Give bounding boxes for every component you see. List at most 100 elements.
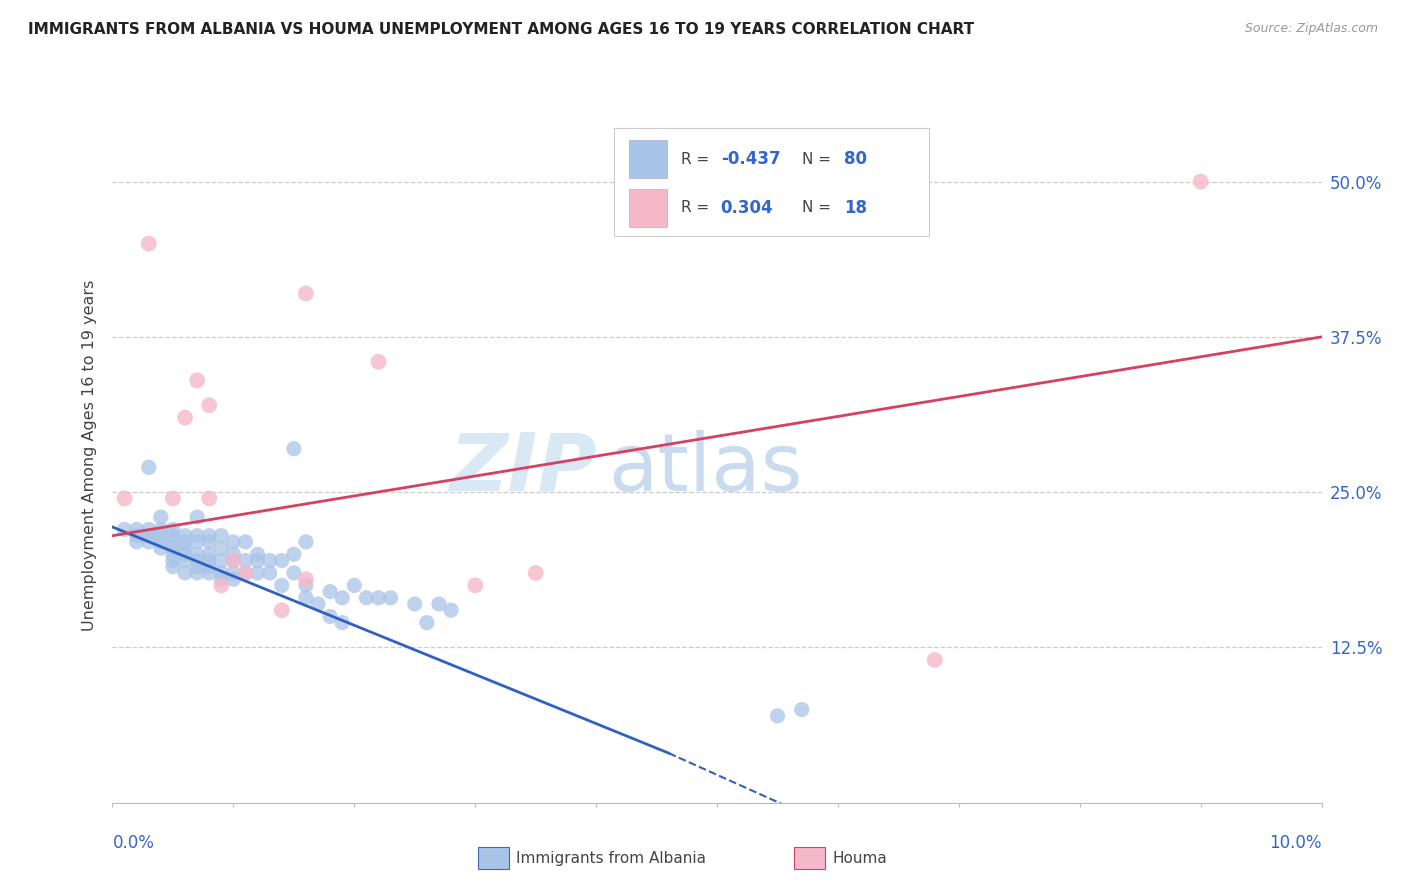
Point [270, 578, 292, 592]
Point [198, 566, 221, 580]
Point [198, 529, 221, 543]
Point [416, 615, 439, 630]
Point [162, 553, 184, 567]
Point [186, 510, 208, 524]
Point [138, 236, 160, 251]
Point [259, 553, 281, 567]
Point [125, 529, 148, 543]
Point [295, 578, 318, 592]
Point [174, 566, 197, 580]
Point [356, 591, 378, 605]
Point [235, 566, 257, 580]
Text: ZIP: ZIP [449, 430, 596, 508]
Point [149, 510, 172, 524]
Point [209, 566, 232, 580]
Point [186, 373, 208, 387]
Point [174, 410, 197, 425]
Point [209, 578, 232, 592]
Point [295, 591, 318, 605]
Point [440, 603, 463, 617]
Point [114, 523, 136, 537]
Bar [628, 140, 668, 178]
Y-axis label: Unemployment Among Ages 16 to 19 years: Unemployment Among Ages 16 to 19 years [82, 279, 97, 631]
Point [343, 578, 366, 592]
Point [222, 535, 245, 549]
Point [235, 553, 257, 567]
Text: 0.0%: 0.0% [112, 834, 155, 852]
Point [162, 535, 184, 549]
Point [174, 535, 197, 549]
Point [524, 566, 547, 580]
Point [138, 529, 160, 543]
Point [283, 547, 305, 561]
Text: Source: ZipAtlas.com: Source: ZipAtlas.com [1244, 22, 1378, 36]
Text: 18: 18 [844, 199, 868, 217]
Text: 0.304: 0.304 [721, 199, 773, 217]
Point [295, 286, 318, 301]
Point [246, 566, 269, 580]
Point [295, 535, 318, 549]
Point [222, 553, 245, 567]
Point [330, 615, 353, 630]
Point [174, 547, 197, 561]
Point [209, 541, 232, 555]
Text: Houma: Houma [832, 851, 887, 865]
Point [319, 609, 342, 624]
Point [125, 535, 148, 549]
Point [198, 535, 221, 549]
Text: Immigrants from Albania: Immigrants from Albania [516, 851, 706, 865]
Point [174, 553, 197, 567]
Point [162, 559, 184, 574]
Point [790, 703, 813, 717]
Text: R =: R = [681, 152, 714, 167]
Point [186, 547, 208, 561]
Point [186, 559, 208, 574]
Text: R =: R = [681, 201, 714, 216]
Point [404, 597, 426, 611]
Point [924, 653, 946, 667]
Point [766, 708, 789, 723]
Point [209, 553, 232, 567]
Point [186, 566, 208, 580]
Point [174, 541, 197, 555]
Point [222, 572, 245, 586]
Point [198, 398, 221, 412]
Point [162, 523, 184, 537]
Point [222, 547, 245, 561]
Point [367, 591, 389, 605]
Point [464, 578, 486, 592]
Bar [628, 189, 668, 227]
Point [222, 553, 245, 567]
Point [1189, 175, 1212, 189]
Point [209, 529, 232, 543]
Point [198, 553, 221, 567]
Point [162, 547, 184, 561]
Point [149, 529, 172, 543]
Point [162, 541, 184, 555]
Point [186, 529, 208, 543]
Point [125, 523, 148, 537]
Point [319, 584, 342, 599]
Point [330, 591, 353, 605]
Point [149, 541, 172, 555]
FancyBboxPatch shape [614, 128, 929, 235]
Point [186, 535, 208, 549]
Point [307, 597, 329, 611]
Point [367, 355, 389, 369]
Text: atlas: atlas [609, 430, 803, 508]
Point [114, 491, 136, 506]
Point [209, 572, 232, 586]
Point [198, 547, 221, 561]
Point [162, 491, 184, 506]
Point [138, 535, 160, 549]
Point [427, 597, 450, 611]
Point [149, 535, 172, 549]
Point [138, 523, 160, 537]
Point [283, 566, 305, 580]
Text: IMMIGRANTS FROM ALBANIA VS HOUMA UNEMPLOYMENT AMONG AGES 16 TO 19 YEARS CORRELAT: IMMIGRANTS FROM ALBANIA VS HOUMA UNEMPLO… [28, 22, 974, 37]
Text: -0.437: -0.437 [721, 150, 780, 169]
Text: N =: N = [801, 152, 835, 167]
Point [283, 442, 305, 456]
Point [259, 566, 281, 580]
Point [235, 535, 257, 549]
